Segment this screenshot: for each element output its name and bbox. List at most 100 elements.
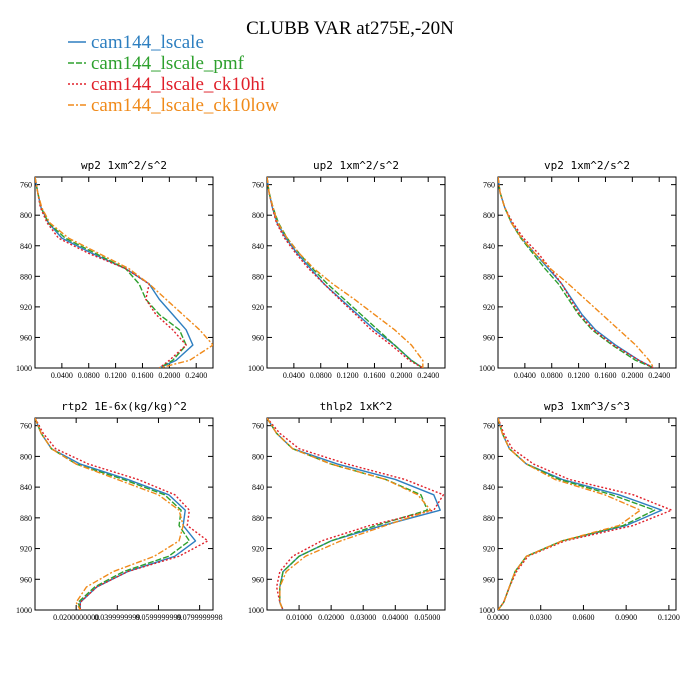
plot-frame (497, 176, 677, 369)
y-tick-label: 840 (483, 242, 495, 251)
y-tick-label: 800 (252, 211, 264, 220)
series-line (35, 418, 209, 610)
y-tick-label: 800 (252, 452, 264, 461)
x-tick-label: 0.1200 (568, 371, 590, 380)
series-line (267, 418, 445, 610)
y-tick-label: 960 (483, 333, 495, 342)
series-line (498, 418, 656, 610)
y-tick-label: 960 (252, 333, 264, 342)
y-tick-label: 960 (20, 333, 32, 342)
legend-label: cam144_lscale (91, 32, 204, 53)
y-tick-label: 840 (483, 483, 495, 492)
x-tick-label: 0.01000 (286, 613, 312, 622)
x-tick-label: 0.04000 (382, 613, 408, 622)
series-line (498, 177, 655, 368)
series-line (35, 418, 191, 610)
series-line (267, 177, 424, 368)
series-line (35, 177, 194, 368)
x-tick-label: 0.0200000000 (53, 613, 99, 622)
panel-title: wp2 1xm^2/s^2 (81, 159, 167, 172)
y-tick-label: 880 (483, 514, 495, 523)
panel-title: thlp2 1xK^2 (320, 400, 393, 413)
x-tick-label: 0.0800 (310, 371, 332, 380)
plot-frame (266, 176, 446, 369)
y-tick-label: 920 (252, 303, 264, 312)
y-tick-label: 880 (483, 272, 495, 281)
x-tick-label: 0.2000 (158, 371, 180, 380)
y-tick-label: 920 (20, 303, 32, 312)
y-tick-label: 960 (483, 575, 495, 584)
series-group (35, 177, 213, 368)
legend-label: cam144_lscale_ck10hi (91, 74, 265, 95)
x-tick-label: 0.03000 (350, 613, 376, 622)
series-line (498, 177, 655, 368)
legend-label: cam144_lscale_pmf (91, 53, 245, 74)
series-group (498, 177, 655, 368)
y-tick-label: 760 (483, 181, 495, 190)
y-tick-label: 880 (20, 272, 32, 281)
y-tick-label: 880 (252, 514, 264, 523)
y-tick-label: 800 (483, 211, 495, 220)
y-tick-label: 760 (252, 181, 264, 190)
y-tick-label: 960 (252, 575, 264, 584)
series-group (267, 418, 445, 610)
series-line (267, 418, 432, 610)
series-line (498, 418, 663, 610)
y-tick-label: 840 (20, 242, 32, 251)
plot-frame (34, 417, 214, 611)
x-tick-label: 0.0900 (615, 613, 637, 622)
panel-title: vp2 1xm^2/s^2 (544, 159, 630, 172)
panel-title: wp3 1xm^3/s^3 (544, 400, 630, 413)
y-tick-label: 800 (483, 452, 495, 461)
legend-label: cam144_lscale_ck10low (91, 95, 279, 116)
series-line (498, 177, 655, 368)
y-tick-label: 1000 (479, 606, 495, 615)
x-tick-label: 0.0600 (572, 613, 594, 622)
y-tick-label: 800 (20, 452, 32, 461)
series-group (498, 418, 673, 610)
series-line (35, 418, 197, 610)
plot-frame (34, 176, 214, 369)
x-tick-label: 0.0300 (530, 613, 552, 622)
series-line (267, 418, 441, 610)
x-tick-label: 0.0599999999 (135, 613, 181, 622)
x-tick-label: 0.0400 (514, 371, 536, 380)
x-tick-label: 0.1600 (131, 371, 153, 380)
y-tick-label: 1000 (479, 364, 495, 373)
x-tick-label: 0.2400 (648, 371, 670, 380)
y-tick-label: 760 (20, 181, 32, 190)
series-line (35, 177, 213, 368)
y-tick-label: 960 (20, 575, 32, 584)
panel-title: up2 1xm^2/s^2 (313, 159, 399, 172)
y-tick-label: 880 (252, 272, 264, 281)
legend: cam144_lscalecam144_lscale_pmfcam144_lsc… (68, 32, 279, 116)
series-line (498, 418, 642, 610)
y-tick-label: 1000 (248, 364, 264, 373)
series-line (267, 418, 429, 610)
panel: thlp2 1xK^2 760 800 840 880 920 960 1000 0.01000… (248, 400, 446, 622)
panel: rtp2 1E-6x(kg/kg)^2 760 800 840 880 920 960 100… (16, 400, 223, 622)
x-tick-label: 0.1600 (594, 371, 616, 380)
y-tick-label: 840 (252, 242, 264, 251)
x-tick-label: 0.02000 (318, 613, 344, 622)
plot-frame (266, 417, 446, 611)
x-tick-label: 0.0799999998 (177, 613, 223, 622)
panel-title: rtp2 1E-6x(kg/kg)^2 (61, 400, 187, 413)
series-line (267, 177, 424, 368)
series-line (498, 177, 655, 368)
y-tick-label: 840 (252, 483, 264, 492)
y-tick-label: 1000 (16, 364, 32, 373)
x-tick-label: 0.05000 (414, 613, 440, 622)
y-tick-label: 920 (483, 545, 495, 554)
x-tick-label: 0.1200 (658, 613, 680, 622)
y-tick-label: 760 (483, 422, 495, 431)
y-tick-label: 760 (20, 422, 32, 431)
x-tick-label: 0.1200 (337, 371, 359, 380)
panel: vp2 1xm^2/s^2 760 800 840 880 920 960 1000 0.040… (479, 159, 677, 380)
panels: wp2 1xm^2/s^2 760 800 840 880 920 960 1000 0.040… (16, 159, 680, 622)
x-tick-label: 0.0800 (78, 371, 100, 380)
x-tick-label: 0.2400 (417, 371, 439, 380)
plot-frame (497, 417, 677, 611)
x-tick-label: 0.1600 (363, 371, 385, 380)
